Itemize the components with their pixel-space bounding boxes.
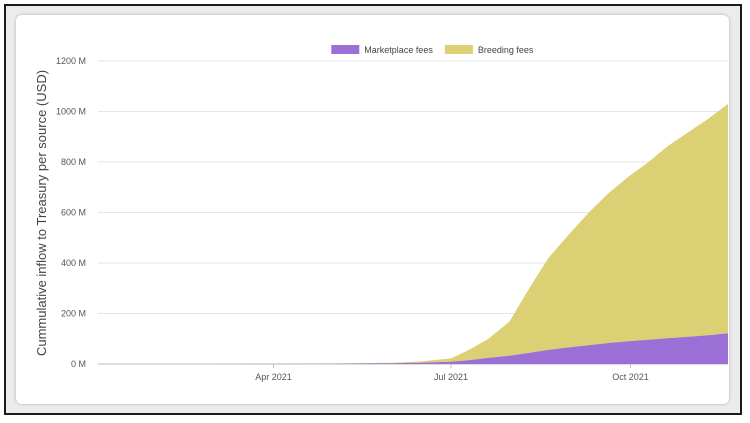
series-area-marketplace-fees — [98, 333, 728, 364]
y-tick-label: 1000 M — [56, 107, 86, 117]
y-tick-label: 600 M — [61, 208, 86, 218]
stacked-area-chart: 0 M 200 M 400 M 600 M 800 M 1000 M 1200 M Apr 2… — [34, 45, 728, 382]
x-tick-label: Jul 2021 — [434, 372, 468, 382]
legend-label[interactable]: Breeding fees — [478, 45, 534, 55]
y-axis-label: Cummulative inflow to Treasury per sourc… — [34, 70, 49, 356]
x-tick-label: Oct 2021 — [612, 372, 649, 382]
chart-card: 0 M 200 M 400 M 600 M 800 M 1000 M 1200 M Apr 2… — [16, 15, 729, 404]
y-tick-label: 200 M — [61, 309, 86, 319]
legend-label[interactable]: Marketplace fees — [364, 45, 433, 55]
legend-swatch[interactable] — [331, 45, 360, 54]
gridlines — [98, 60, 728, 365]
series-area-breeding-fees — [98, 103, 728, 365]
y-tick-label: 400 M — [61, 258, 86, 268]
x-tick-label: Apr 2021 — [255, 372, 292, 382]
series-areas — [98, 103, 728, 365]
legend-swatch[interactable] — [444, 45, 473, 54]
legend: Marketplace fees Breeding fees — [331, 45, 534, 55]
axes: 0 M 200 M 400 M 600 M 800 M 1000 M 1200 M Apr 2… — [56, 56, 649, 382]
y-tick-label: 1200 M — [56, 56, 86, 66]
screenshot-frame: 0 M 200 M 400 M 600 M 800 M 1000 M 1200 M Apr 2… — [4, 4, 742, 415]
y-tick-label: 0 M — [71, 359, 86, 369]
y-tick-label: 800 M — [61, 157, 86, 167]
